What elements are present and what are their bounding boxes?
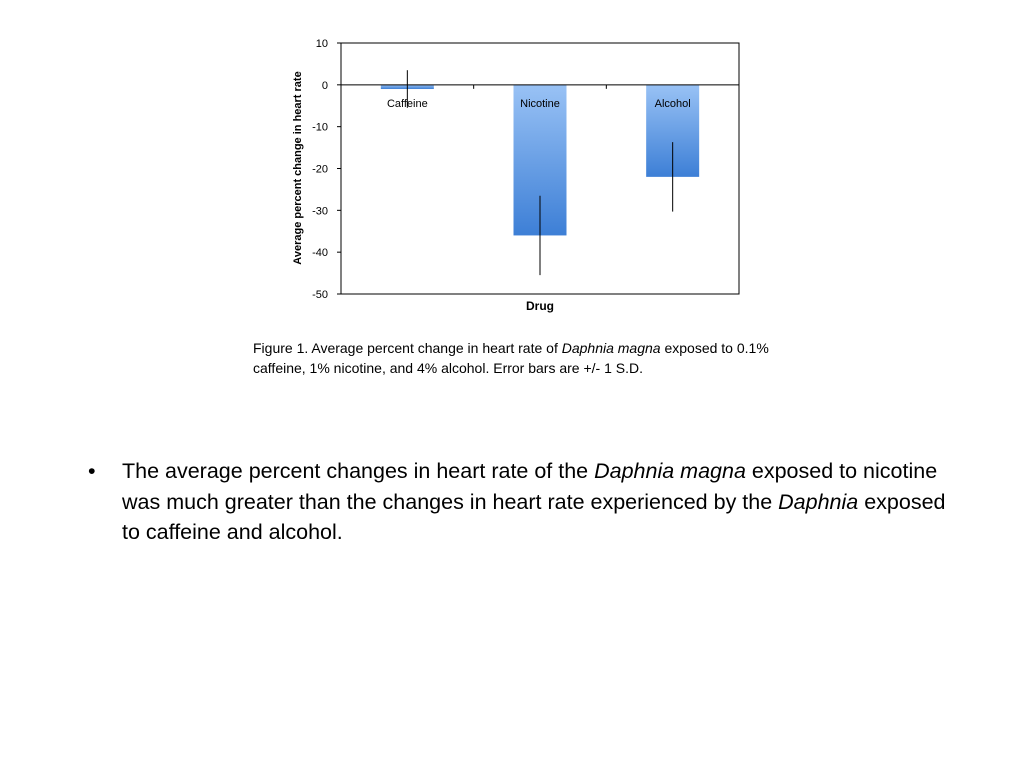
y-axis-label: Average percent change in heart rate [292, 71, 304, 264]
category-label: Caffeine [387, 98, 428, 110]
bullet-italic-2: Daphnia [778, 489, 859, 514]
bullet-italic-1: Daphnia magna [594, 459, 746, 483]
figure-caption: Figure 1. Average percent change in hear… [253, 338, 813, 378]
y-tick-label: 10 [316, 38, 328, 50]
bullet-list: • The average percent changes in heart ra… [88, 456, 968, 548]
bullet-point: • The average percent changes in heart ra… [88, 456, 968, 548]
y-tick-label: -40 [312, 247, 328, 259]
y-tick-label: -10 [312, 122, 328, 134]
category-label: Nicotine [520, 98, 560, 110]
y-tick-label: 0 [322, 80, 328, 92]
y-tick-label: -50 [312, 289, 328, 301]
y-tick-label: -30 [312, 205, 328, 217]
caption-prefix: Figure 1. Average percent change in hear… [253, 340, 562, 356]
y-tick-label: -20 [312, 164, 328, 176]
bullet-text-1: The average percent changes in heart rat… [122, 459, 595, 483]
caption-suffix: exposed to 0.1% caffeine, 1% nicotine, a… [253, 340, 769, 376]
category-label: Alcohol [655, 98, 691, 110]
bullet-text-3: exposed to caffeine and alcohol. [122, 489, 946, 545]
caption-species: Daphnia magna [561, 340, 661, 356]
bar-chart: 10 0 -10 -20 -30 -40 -50 Caffeine Nicotine Alcoh… [292, 38, 740, 313]
bullet-text-2: exposed to nicotine was much greater tha… [122, 459, 938, 514]
bullet-marker: • [88, 459, 96, 483]
x-axis-label: Drug [526, 299, 554, 313]
